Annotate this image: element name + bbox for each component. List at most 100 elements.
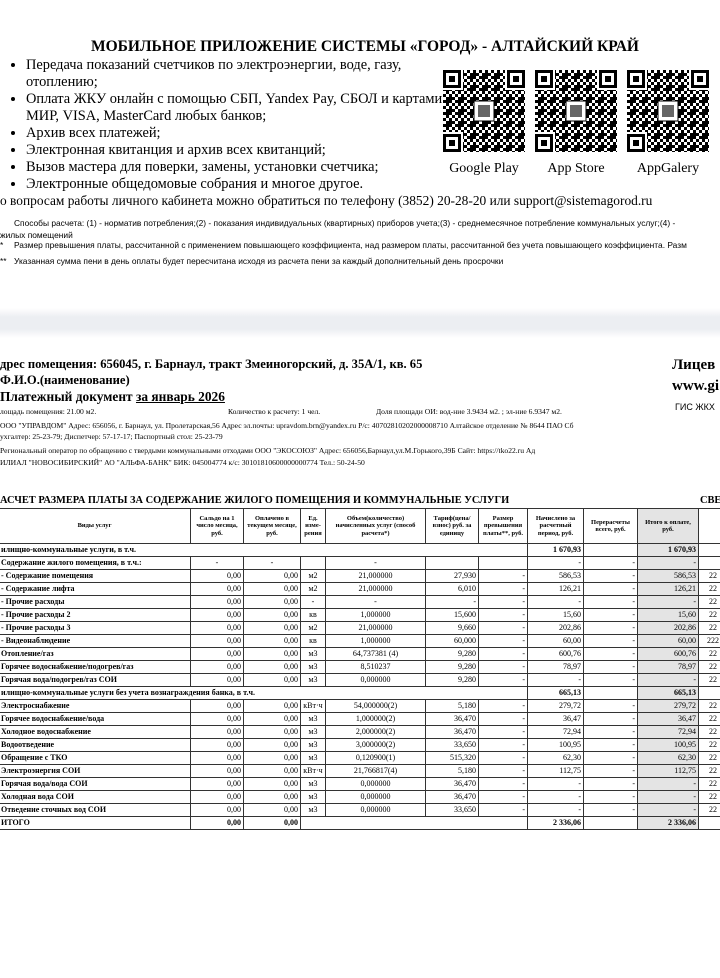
column-header: Объем(количество) начисленных услуг (спо… — [325, 508, 426, 544]
cell: 202,86 — [637, 621, 699, 635]
cell: 22 — [698, 790, 720, 804]
column-header: Ед. изме- рения — [300, 508, 326, 544]
cell — [425, 556, 479, 570]
cell: 22 — [698, 764, 720, 778]
table-header: Виды услуг Сальдо на 1 число месяца, руб.… — [0, 508, 720, 544]
cell: кв — [300, 608, 326, 622]
cell: 22 — [698, 621, 720, 635]
cell: 54,000000(2) — [325, 699, 426, 713]
cell: - — [478, 634, 528, 648]
column-header: Начислено за расчетный период, руб. — [527, 508, 584, 544]
cell: - — [325, 556, 426, 570]
cell: - — [583, 634, 638, 648]
row-label: Горячая вода/подогрев/газ СОИ — [0, 673, 191, 687]
cell: - — [243, 556, 301, 570]
qr-code — [443, 70, 525, 152]
cell: м2 — [300, 569, 326, 583]
cell: 0,00 — [243, 595, 301, 609]
cell: - — [583, 673, 638, 687]
cell: 9,660 — [425, 621, 479, 635]
cell: 3,000000(2) — [325, 738, 426, 752]
cell: 22 — [698, 712, 720, 726]
cell: - — [478, 803, 528, 817]
cell: м2 — [300, 621, 326, 635]
row-label: Холодная вода СОИ — [0, 790, 191, 804]
cell: 0,00 — [243, 621, 301, 635]
table-row: - Содержание лифта 0,00 0,00 м2 21,000000 6,0… — [0, 582, 720, 596]
cell: 72,94 — [637, 725, 699, 739]
cell: - — [478, 660, 528, 674]
cell: - — [478, 790, 528, 804]
table-row: - Прочие расходы 0,00 0,00- - - - - - -22 — [0, 595, 720, 609]
cell: 0,00 — [190, 673, 244, 687]
cell: м3 — [300, 803, 326, 817]
cell: 22 — [698, 673, 720, 687]
column-header: Оплачено в текущем месяце, руб. — [243, 508, 301, 544]
cell — [698, 543, 720, 557]
cell: 36,470 — [425, 777, 479, 791]
store-label: Google Play — [449, 161, 519, 176]
cell: 222 — [698, 634, 720, 648]
charges-table: Виды услуг Сальдо на 1 число месяца, руб.… — [0, 508, 720, 830]
row-label: Холодное водоснабжение — [0, 725, 191, 739]
cell: 0,00 — [190, 725, 244, 739]
row-label: Горячее водоснабжение/подогрев/газ — [0, 660, 191, 674]
row-label: Отопление/газ — [0, 647, 191, 661]
cell: м3 — [300, 790, 326, 804]
cell: 0,00 — [243, 608, 301, 622]
cell — [698, 556, 720, 570]
cell: 33,650 — [425, 803, 479, 817]
cell: 22 — [698, 582, 720, 596]
row-label: - Прочие расходы 2 — [0, 608, 191, 622]
cell: 36,47 — [527, 712, 584, 726]
support-contact: о вопросам работы личного кабинета можно… — [0, 193, 653, 208]
cell: 22 — [698, 738, 720, 752]
cell: - — [637, 790, 699, 804]
cell: 27,930 — [425, 569, 479, 583]
cell — [300, 556, 326, 570]
doc-title-line: Платежный документ за январь 2026 — [0, 389, 225, 405]
cell: - — [583, 725, 638, 739]
cell: 9,280 — [425, 673, 479, 687]
calc-title: АСЧЕТ РАЗМЕРА ПЛАТЫ ЗА СОДЕРЖАНИЕ ЖИЛОГО… — [0, 495, 510, 506]
cell: 202,86 — [527, 621, 584, 635]
cell: 0,00 — [243, 647, 301, 661]
cell: кв — [300, 634, 326, 648]
cell: - — [583, 556, 638, 570]
table-row: Горячая вода/вода СОИ 0,00 0,00 м3 0,000000 3… — [0, 777, 720, 791]
period: за январь 2026 — [135, 389, 225, 404]
cell: 22 — [698, 725, 720, 739]
cell: - — [478, 647, 528, 661]
cell: - — [478, 764, 528, 778]
cell: 0,00 — [190, 660, 244, 674]
cell: 15,600 — [425, 608, 479, 622]
row-label: Обращение с ТКО — [0, 751, 191, 765]
table-row: Холодное водоснабжение 0,00 0,00 м3 2,000000… — [0, 725, 720, 739]
cell: 586,53 — [637, 569, 699, 583]
address: дрес помещения: 656045, г. Барнаул, трак… — [0, 357, 423, 371]
cell: - — [527, 556, 584, 570]
cell: 21,000000 — [325, 582, 426, 596]
cell: кВт·ч — [300, 699, 326, 713]
cell: 2 336,06 — [637, 816, 699, 830]
cell: - — [478, 725, 528, 739]
table-row: Электроэнергия СОИ 0,00 0,00 кВт·ч 21,766817… — [0, 764, 720, 778]
cell: 0,00 — [190, 803, 244, 817]
cell: 21,000000 — [325, 621, 426, 635]
cell — [698, 686, 720, 700]
section-label: илищно-коммунальные услуги, в т.ч. — [0, 543, 528, 557]
table-row: Отопление/газ 0,00 0,00 м3 64,737381 (4) 9,28… — [0, 647, 720, 661]
table-row: - Видеонаблюдение 0,00 0,00 кв 1,000000 60,00… — [0, 634, 720, 648]
cell: м3 — [300, 725, 326, 739]
row-label: - Видеонаблюдение — [0, 634, 191, 648]
cell: - — [583, 699, 638, 713]
cell: 0,00 — [190, 751, 244, 765]
feature-list: Передача показаний счетчиков по электроэ… — [6, 57, 456, 193]
cell: 279,72 — [527, 699, 584, 713]
cell: 0,00 — [243, 751, 301, 765]
row-label: Горячее водоснабжение/вода — [0, 712, 191, 726]
cell: 60,00 — [637, 634, 699, 648]
cell: - — [637, 803, 699, 817]
cell: - — [478, 751, 528, 765]
